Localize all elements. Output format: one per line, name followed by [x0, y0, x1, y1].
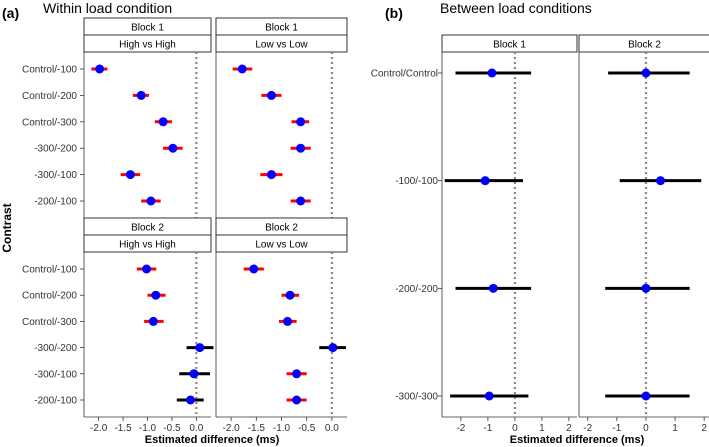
x-axis-label-b: Estimated difference (ms): [510, 434, 645, 446]
estimate-point-a_block1_low-2: [296, 117, 306, 127]
panel-b-title: Between load conditions: [440, 0, 592, 16]
x-tick-label-b_block1-3: 1: [539, 423, 545, 434]
y-tick-label-a_block2_high-1: Control/-200: [22, 291, 77, 302]
estimate-point-a_block2_low-5: [292, 395, 302, 405]
estimate-point-a_block1_high-3: [168, 143, 178, 153]
y-tick-label-a_block2_high-0: Control/-100: [22, 265, 77, 276]
y-tick-label-b_block1-3: -300/-300: [395, 392, 438, 403]
y-tick-label-a_block1_high-1: Control/-200: [22, 91, 77, 102]
strip-a_block2_low-1: [215, 234, 348, 253]
strip-a_block1_high-1: [83, 34, 212, 53]
y-tick-label-a_block2_high-5: -200/-100: [34, 396, 77, 407]
estimate-point-a_block2_low-3: [328, 343, 338, 353]
estimate-point-a_block2_high-4: [189, 369, 199, 379]
estimate-point-a_block1_high-0: [95, 64, 105, 74]
estimate-point-a_block1_low-0: [237, 64, 247, 74]
y-tick-label-b_block1-0: Control/Control: [371, 69, 438, 80]
estimate-point-a_block2_high-3: [195, 343, 205, 353]
x-tick-label-a_block2_low-1: -1.5: [248, 423, 266, 434]
estimate-point-b_block2-3: [641, 391, 651, 401]
estimate-point-b_block1-3: [484, 391, 494, 401]
strip-a_block2_high-1: [83, 234, 212, 253]
y-tick-label-a_block2_high-2: Control/-300: [22, 317, 77, 328]
panel-a_block2_low: Block 2 Low vs Low -2.0 -1.5 -1.0 -0.5 0.0: [215, 217, 348, 434]
panel-label-a: (a): [2, 5, 19, 21]
estimate-point-a_block1_low-1: [266, 90, 276, 100]
strip-label-a_block1_low-0: Block 1: [265, 23, 298, 34]
estimate-point-b_block2-0: [641, 68, 651, 78]
panel-label-b: (b): [385, 5, 403, 21]
strip-label-a_block2_high-0: Block 2: [131, 223, 164, 234]
estimate-point-a_block2_high-5: [185, 395, 195, 405]
x-tick-label-a_block2_high-0: -2.0: [90, 423, 108, 434]
x-tick-label-b_block2-3: 1: [672, 423, 678, 434]
strip-label-b_block1-0: Block 1: [493, 40, 526, 51]
estimate-point-a_block1_low-5: [296, 196, 306, 206]
estimate-point-b_block1-0: [487, 68, 497, 78]
strip-label-a_block1_high-0: Block 1: [131, 23, 164, 34]
estimate-point-b_block2-1: [656, 176, 666, 186]
y-tick-label-a_block1_high-3: -300/-200: [34, 144, 77, 155]
estimate-point-a_block2_low-2: [283, 316, 293, 326]
estimate-point-a_block1_low-3: [296, 143, 306, 153]
estimate-point-b_block1-2: [488, 283, 498, 293]
estimate-point-a_block2_high-0: [142, 264, 152, 274]
strip-label-a_block1_high-1: High vs High: [119, 40, 176, 51]
y-tick-label-a_block1_high-2: Control/-300: [22, 117, 77, 128]
panel-a-title: Within load condition: [43, 0, 172, 16]
estimate-point-b_block2-2: [641, 283, 651, 293]
x-tick-label-a_block2_low-4: 0.0: [325, 423, 339, 434]
y-tick-label-a_block2_high-3: -300/-200: [34, 343, 77, 354]
panel-b_block1: Block 1 -2 -1 0 1 2 Control/Control -100/-100 -2…: [371, 34, 578, 434]
estimate-point-a_block1_high-4: [125, 170, 135, 180]
y-tick-label-a_block1_high-5: -200/-100: [34, 197, 77, 208]
estimate-point-a_block1_high-2: [158, 117, 168, 127]
x-axis-label-a: Estimated difference (ms): [145, 434, 280, 446]
strip-label-a_block1_low-1: Low vs Low: [255, 40, 308, 51]
x-tick-label-b_block2-1: -1: [612, 423, 621, 434]
y-tick-label-a_block2_high-4: -300/-100: [34, 369, 77, 380]
x-tick-label-a_block2_high-3: -0.5: [163, 423, 181, 434]
panel-a_block1_high: Block 1 High vs High Control/-100 Control/-…: [22, 17, 212, 218]
x-tick-label-b_block1-1: -1: [483, 423, 492, 434]
panel-a_block2_high: Block 2 High vs High -2.0 -1.5 -1.0 -0.5 0.0 Co…: [22, 217, 214, 434]
x-tick-label-a_block2_high-2: -1.0: [139, 423, 157, 434]
x-tick-label-b_block1-0: -2: [456, 423, 465, 434]
x-tick-label-b_block2-4: 2: [701, 423, 707, 434]
estimate-point-a_block2_low-4: [292, 369, 302, 379]
x-tick-label-a_block2_low-0: -2.0: [222, 423, 240, 434]
estimate-point-a_block1_high-5: [146, 196, 156, 206]
strip-a_block1_low-1: [215, 34, 348, 53]
estimate-point-a_block2_low-1: [285, 290, 295, 300]
y-tick-label-b_block1-1: -100/-100: [395, 176, 438, 187]
x-tick-label-a_block2_low-3: -0.5: [298, 423, 316, 434]
panel-a_block1_low: Block 1 Low vs Low: [215, 17, 348, 218]
estimate-point-a_block2_high-2: [148, 316, 158, 326]
x-tick-label-a_block2_high-4: 0.0: [189, 423, 203, 434]
y-tick-label-b_block1-2: -200/-200: [395, 284, 438, 295]
estimate-point-a_block1_high-1: [136, 90, 146, 100]
x-tick-label-a_block2_high-1: -1.5: [114, 423, 132, 434]
estimate-point-a_block2_low-0: [249, 264, 259, 274]
strip-label-b_block2-0: Block 2: [628, 40, 661, 51]
estimate-point-a_block1_low-4: [266, 170, 276, 180]
x-tick-label-b_block1-4: 2: [566, 423, 572, 434]
strip-b_block2-0: [578, 34, 709, 53]
panel-b_block2: Block 2 -2 -1 0 1 2: [578, 34, 709, 434]
strip-b_block1-0: [441, 34, 578, 53]
x-tick-label-a_block2_low-2: -1.0: [273, 423, 291, 434]
strip-label-a_block2_low-1: Low vs Low: [255, 240, 308, 251]
strip-label-a_block2_high-1: High vs High: [119, 240, 176, 251]
x-tick-label-b_block1-2: 0: [512, 423, 518, 434]
y-tick-label-a_block1_high-0: Control/-100: [22, 65, 77, 76]
strip-label-a_block2_low-0: Block 2: [265, 223, 298, 234]
y-axis-label: Contrast: [0, 203, 14, 252]
x-tick-label-b_block2-0: -2: [583, 423, 592, 434]
estimate-point-b_block1-1: [480, 176, 490, 186]
y-tick-label-a_block1_high-4: -300/-100: [34, 170, 77, 181]
estimate-point-a_block2_high-1: [151, 290, 161, 300]
x-tick-label-b_block2-2: 0: [643, 423, 649, 434]
